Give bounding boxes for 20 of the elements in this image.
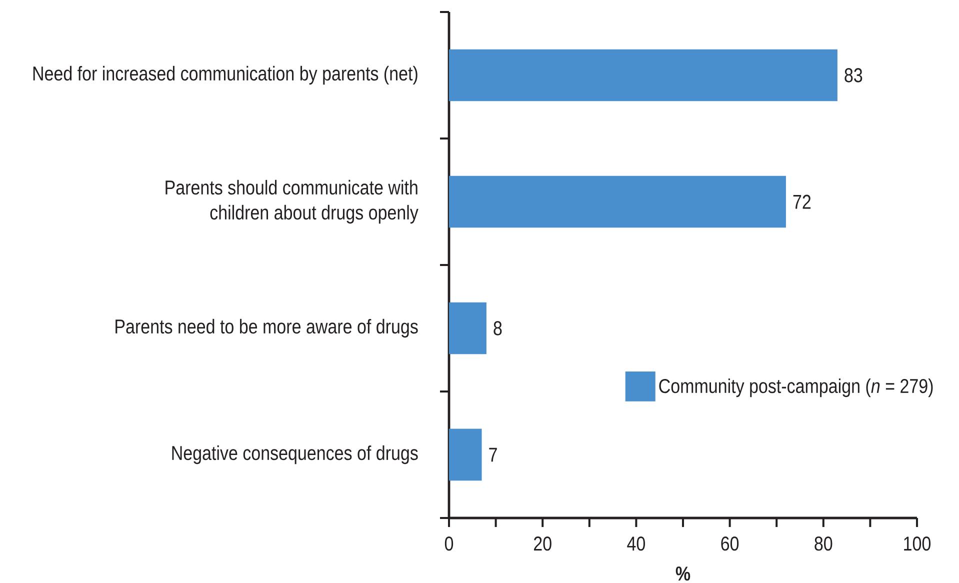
bar xyxy=(449,302,486,354)
legend-label: Community post-campaign (n = 279) xyxy=(659,378,933,398)
bar xyxy=(449,428,482,481)
x-tick-label: 100 xyxy=(904,536,931,551)
data-label: 7 xyxy=(489,448,497,462)
x-axis-title: % xyxy=(676,566,690,581)
y-tick-label: Parents need to be more aware of drugs xyxy=(116,318,418,338)
x-tick-label: 0 xyxy=(444,536,454,551)
bar xyxy=(449,49,838,102)
data-label: 83 xyxy=(844,68,862,82)
y-tick-label: Parents should communicate with children about drugs openly xyxy=(166,180,418,224)
data-label: 72 xyxy=(793,194,811,209)
x-tick-label: 60 xyxy=(721,536,739,551)
data-label: 8 xyxy=(494,321,502,336)
x-tick-label: 40 xyxy=(627,536,645,551)
y-tick-label: Need for increased communication by parents (net) xyxy=(33,66,418,85)
bar xyxy=(449,176,786,228)
y-tick-label: Negative consequences of drugs xyxy=(172,445,418,464)
x-tick-label: 80 xyxy=(814,536,832,551)
x-tick-label: 20 xyxy=(534,536,552,551)
